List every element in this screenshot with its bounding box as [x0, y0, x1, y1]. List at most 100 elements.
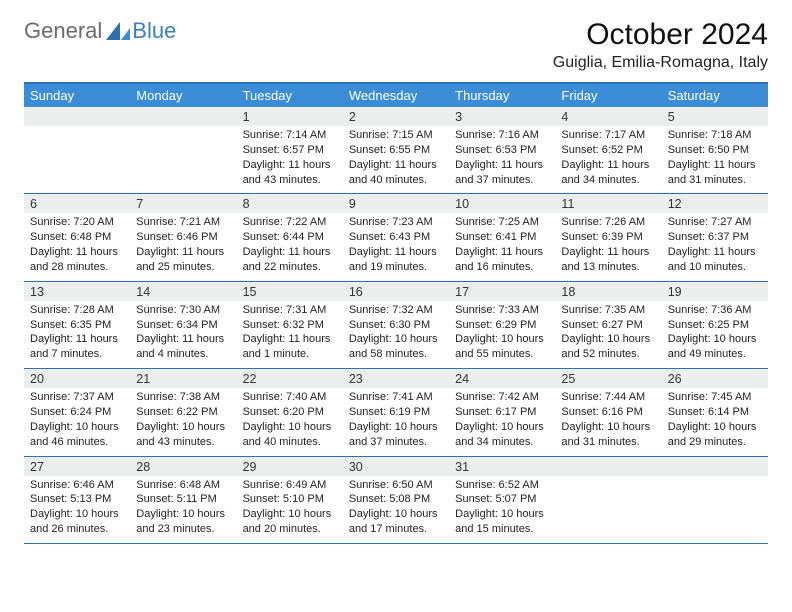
day-number: 31	[449, 457, 555, 476]
content-row: Sunrise: 6:46 AMSunset: 5:13 PMDaylight:…	[24, 476, 768, 544]
daylight-text: Daylight: 11 hours and 16 minutes.	[455, 245, 549, 275]
day-content: Sunrise: 7:37 AMSunset: 6:24 PMDaylight:…	[24, 388, 130, 455]
sunrise-text: Sunrise: 7:15 AM	[349, 128, 443, 143]
day-number: 26	[662, 369, 768, 388]
daylight-text: Daylight: 10 hours and 40 minutes.	[243, 420, 337, 450]
day-content: Sunrise: 7:28 AMSunset: 6:35 PMDaylight:…	[24, 301, 130, 368]
daylight-text: Daylight: 10 hours and 52 minutes.	[561, 332, 655, 362]
day-content: Sunrise: 7:25 AMSunset: 6:41 PMDaylight:…	[449, 213, 555, 280]
daylight-text: Daylight: 11 hours and 4 minutes.	[136, 332, 230, 362]
day-content: Sunrise: 7:20 AMSunset: 6:48 PMDaylight:…	[24, 213, 130, 280]
sunrise-text: Sunrise: 6:46 AM	[30, 478, 124, 493]
sunset-text: Sunset: 5:11 PM	[136, 492, 230, 507]
sunrise-text: Sunrise: 7:27 AM	[668, 215, 762, 230]
logo-text-general: General	[24, 18, 102, 44]
sunset-text: Sunset: 6:22 PM	[136, 405, 230, 420]
day-number: 10	[449, 194, 555, 213]
day-number: 18	[555, 282, 661, 301]
location: Guiglia, Emilia-Romagna, Italy	[553, 54, 768, 72]
weekday-header: Monday	[130, 84, 236, 107]
day-content: Sunrise: 7:27 AMSunset: 6:37 PMDaylight:…	[662, 213, 768, 280]
daylight-text: Daylight: 10 hours and 55 minutes.	[455, 332, 549, 362]
sunrise-text: Sunrise: 7:35 AM	[561, 303, 655, 318]
day-number: 8	[237, 194, 343, 213]
header: General Blue October 2024 Guiglia, Emili…	[24, 18, 768, 72]
day-content	[130, 126, 236, 193]
sunset-text: Sunset: 6:53 PM	[455, 143, 549, 158]
day-content: Sunrise: 6:52 AMSunset: 5:07 PMDaylight:…	[449, 476, 555, 543]
daylight-text: Daylight: 11 hours and 28 minutes.	[30, 245, 124, 275]
day-number: 7	[130, 194, 236, 213]
daynum-row: 13141516171819	[24, 282, 768, 301]
sunrise-text: Sunrise: 7:45 AM	[668, 390, 762, 405]
title-block: October 2024 Guiglia, Emilia-Romagna, It…	[553, 18, 768, 72]
content-row: Sunrise: 7:20 AMSunset: 6:48 PMDaylight:…	[24, 213, 768, 281]
daylight-text: Daylight: 11 hours and 13 minutes.	[561, 245, 655, 275]
sunset-text: Sunset: 6:14 PM	[668, 405, 762, 420]
sunrise-text: Sunrise: 7:22 AM	[243, 215, 337, 230]
content-row: Sunrise: 7:28 AMSunset: 6:35 PMDaylight:…	[24, 301, 768, 369]
daylight-text: Daylight: 11 hours and 31 minutes.	[668, 158, 762, 188]
day-content: Sunrise: 7:38 AMSunset: 6:22 PMDaylight:…	[130, 388, 236, 455]
day-content: Sunrise: 7:32 AMSunset: 6:30 PMDaylight:…	[343, 301, 449, 368]
daylight-text: Daylight: 10 hours and 15 minutes.	[455, 507, 549, 537]
daylight-text: Daylight: 10 hours and 26 minutes.	[30, 507, 124, 537]
weekday-header: Sunday	[24, 84, 130, 107]
logo-text-blue: Blue	[132, 18, 176, 44]
day-content: Sunrise: 7:41 AMSunset: 6:19 PMDaylight:…	[343, 388, 449, 455]
day-content: Sunrise: 7:36 AMSunset: 6:25 PMDaylight:…	[662, 301, 768, 368]
day-number: 14	[130, 282, 236, 301]
daylight-text: Daylight: 10 hours and 31 minutes.	[561, 420, 655, 450]
daylight-text: Daylight: 11 hours and 19 minutes.	[349, 245, 443, 275]
day-content	[555, 476, 661, 543]
daylight-text: Daylight: 10 hours and 58 minutes.	[349, 332, 443, 362]
sunrise-text: Sunrise: 7:17 AM	[561, 128, 655, 143]
weekday-header: Friday	[555, 84, 661, 107]
day-number: 23	[343, 369, 449, 388]
daynum-row: 6789101112	[24, 194, 768, 213]
sunset-text: Sunset: 6:17 PM	[455, 405, 549, 420]
day-number: 9	[343, 194, 449, 213]
daylight-text: Daylight: 10 hours and 49 minutes.	[668, 332, 762, 362]
weekday-header: Tuesday	[237, 84, 343, 107]
daylight-text: Daylight: 10 hours and 37 minutes.	[349, 420, 443, 450]
sunset-text: Sunset: 6:44 PM	[243, 230, 337, 245]
sunrise-text: Sunrise: 7:23 AM	[349, 215, 443, 230]
daylight-text: Daylight: 10 hours and 20 minutes.	[243, 507, 337, 537]
day-number: 15	[237, 282, 343, 301]
sunset-text: Sunset: 6:30 PM	[349, 318, 443, 333]
day-content: Sunrise: 7:30 AMSunset: 6:34 PMDaylight:…	[130, 301, 236, 368]
day-number: 22	[237, 369, 343, 388]
sunrise-text: Sunrise: 7:40 AM	[243, 390, 337, 405]
day-number	[130, 107, 236, 126]
daylight-text: Daylight: 11 hours and 34 minutes.	[561, 158, 655, 188]
day-number	[555, 457, 661, 476]
day-content: Sunrise: 7:35 AMSunset: 6:27 PMDaylight:…	[555, 301, 661, 368]
sunset-text: Sunset: 5:07 PM	[455, 492, 549, 507]
sunset-text: Sunset: 6:57 PM	[243, 143, 337, 158]
sunset-text: Sunset: 6:25 PM	[668, 318, 762, 333]
day-content: Sunrise: 7:26 AMSunset: 6:39 PMDaylight:…	[555, 213, 661, 280]
daynum-row: 20212223242526	[24, 369, 768, 388]
weekday-header-row: Sunday Monday Tuesday Wednesday Thursday…	[24, 84, 768, 107]
day-number: 28	[130, 457, 236, 476]
day-number: 3	[449, 107, 555, 126]
day-number: 2	[343, 107, 449, 126]
day-number: 1	[237, 107, 343, 126]
daylight-text: Daylight: 11 hours and 25 minutes.	[136, 245, 230, 275]
day-content: Sunrise: 7:21 AMSunset: 6:46 PMDaylight:…	[130, 213, 236, 280]
sunset-text: Sunset: 6:52 PM	[561, 143, 655, 158]
day-content: Sunrise: 6:50 AMSunset: 5:08 PMDaylight:…	[343, 476, 449, 543]
sunrise-text: Sunrise: 7:30 AM	[136, 303, 230, 318]
daylight-text: Daylight: 11 hours and 22 minutes.	[243, 245, 337, 275]
day-content: Sunrise: 7:42 AMSunset: 6:17 PMDaylight:…	[449, 388, 555, 455]
weekday-header: Thursday	[449, 84, 555, 107]
day-number: 11	[555, 194, 661, 213]
daylight-text: Daylight: 10 hours and 43 minutes.	[136, 420, 230, 450]
day-number	[24, 107, 130, 126]
sunrise-text: Sunrise: 7:25 AM	[455, 215, 549, 230]
day-content: Sunrise: 6:49 AMSunset: 5:10 PMDaylight:…	[237, 476, 343, 543]
sunrise-text: Sunrise: 7:28 AM	[30, 303, 124, 318]
day-number: 19	[662, 282, 768, 301]
weeks-container: 12345Sunrise: 7:14 AMSunset: 6:57 PMDayl…	[24, 107, 768, 544]
